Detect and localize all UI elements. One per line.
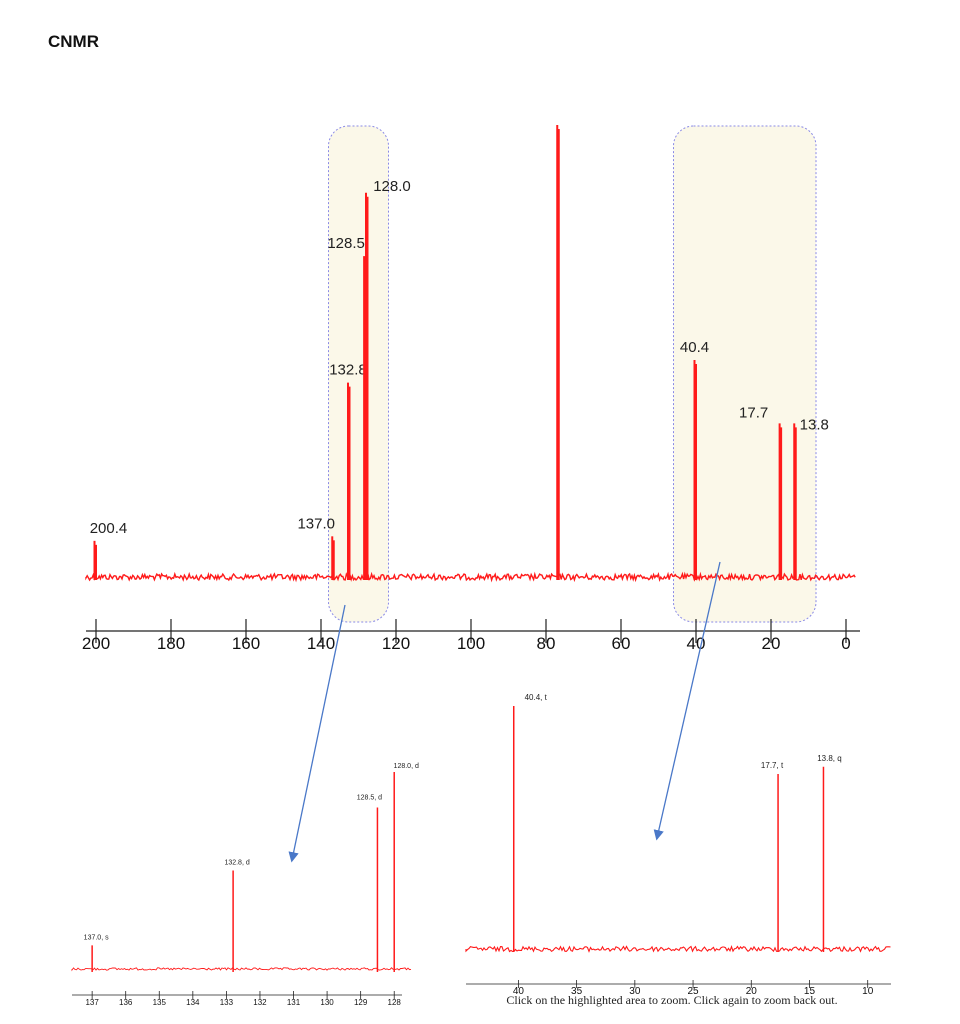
x-axis-tick-label: 130 [320,998,334,1007]
x-axis-tick-label: 20 [762,634,781,653]
peak-label: 128.0 [373,178,411,195]
zoom-arrow-aliphatic [653,561,721,841]
x-axis-tick-label: 10 [862,986,874,997]
peak-label: 128.0, d [394,763,419,770]
x-axis-tick-label: 25 [687,986,699,997]
zoom-aromatic-plot: 137.0, s 132.8, d 128.5, d 128.0, d 137 136 13… [71,763,419,1007]
main-spectrum-plot: 200.4 137.0132.8128.5128.040.417.713.8200… [82,125,860,653]
x-axis-tick-label: 140 [307,634,335,653]
x-axis-tick-label: 136 [119,998,133,1007]
x-axis-tick-label: 180 [157,634,185,653]
peak-label: 132.8 [329,362,367,379]
x-axis-tick-label: 133 [220,998,234,1007]
peak-label: 17.7 [739,404,768,421]
peak-label: 17.7, t [761,761,784,770]
peak-label: 128.5, d [357,794,382,801]
x-axis-tick-label: 134 [186,998,200,1007]
x-axis-tick-label: 80 [537,634,556,653]
x-axis-tick-label: 30 [629,986,641,997]
spectrum-baseline [85,571,856,583]
page-title: CNMR [48,32,99,51]
x-axis-tick-label: 160 [232,634,260,653]
x-axis-tick-label: 135 [153,998,167,1007]
peak-label: 13.8, q [817,754,841,763]
peak-label: 40.4, t [525,693,548,702]
x-axis-tick-label: 0 [841,634,850,653]
x-axis-tick-label: 15 [804,986,816,997]
x-axis-tick-label: 137 [85,998,99,1007]
x-axis-tick-label: 120 [382,634,410,653]
peak-label: 137.0, s [84,934,109,941]
peak-label: 128.5 [327,235,365,252]
x-axis-tick-label: 40 [513,986,525,997]
x-axis-tick-label: 131 [287,998,301,1007]
x-axis-tick-label: 35 [571,986,583,997]
zoom-aliphatic-plot: 40.4, t 17.7, t 13.8, q 40 35 30 25 20 15 10 [465,693,891,997]
x-axis-tick-label: 100 [457,634,485,653]
peak-label: 13.8 [800,416,829,433]
peak-label: 132.8, d [224,860,249,867]
spectrum-baseline [465,945,891,953]
peak-label: 40.4 [680,339,709,356]
x-axis-tick-label: 128 [388,998,402,1007]
x-axis-tick-label: 60 [612,634,631,653]
x-axis-tick-label: 200 [82,634,110,653]
zoom-highlight-region[interactable] [328,125,389,623]
x-axis-tick-label: 129 [354,998,368,1007]
zoom-instruction-text: Click on the highlighted area to zoom. C… [506,993,837,1007]
spectrum-baseline [71,967,412,972]
zoom-arrow-aromatic [288,604,346,863]
zoom-arrows [288,561,721,863]
x-axis-tick-label: 20 [746,986,758,997]
peak-label: 200.4 [90,520,128,537]
x-axis-tick-label: 132 [253,998,267,1007]
peak-label: 137.0 [297,515,335,532]
